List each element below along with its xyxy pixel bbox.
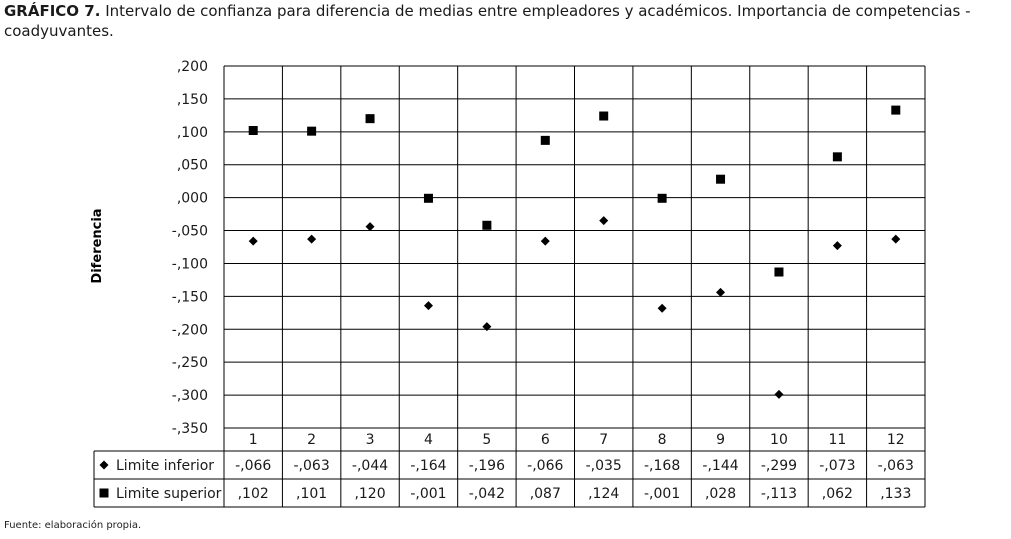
point-limite-superior [307, 126, 317, 136]
point-limite-inferior [482, 322, 492, 332]
table-cell-value: -,164 [410, 458, 446, 474]
x-tick-label: 5 [482, 432, 491, 448]
table-cell-value: -,035 [586, 458, 622, 474]
point-limite-superior [891, 105, 901, 115]
point-limite-superior [774, 267, 784, 277]
point-limite-inferior [423, 301, 433, 311]
point-limite-superior [832, 152, 842, 162]
point-limite-superior [540, 135, 550, 145]
table-cell-value: -,144 [702, 458, 738, 474]
table-cell-value: ,133 [880, 486, 911, 502]
table-cell-value: ,087 [530, 486, 561, 502]
y-tick-label: ,050 [177, 158, 208, 174]
y-tick-label: ,000 [177, 191, 208, 207]
legend-label: Limite inferior [116, 458, 214, 474]
x-tick-label: 3 [366, 432, 375, 448]
legend-marker-square [99, 488, 109, 498]
point-limite-inferior [891, 234, 901, 244]
point-limite-superior [482, 220, 492, 230]
point-limite-inferior [774, 389, 784, 399]
point-limite-inferior [307, 234, 317, 244]
point-limite-inferior [716, 287, 726, 297]
x-tick-label: 2 [307, 432, 316, 448]
table-cell-value: -,168 [644, 458, 680, 474]
table-cell-value: -,113 [761, 486, 797, 502]
point-limite-inferior [832, 241, 842, 251]
table-cell-value: ,028 [705, 486, 736, 502]
source-note: Fuente: elaboración propia. [4, 520, 142, 531]
y-tick-label: ,100 [177, 125, 208, 141]
x-tick-label: 6 [541, 432, 550, 448]
x-tick-label: 9 [716, 432, 725, 448]
x-tick-label: 10 [770, 432, 788, 448]
point-limite-superior [599, 111, 609, 121]
y-tick-label: ,150 [177, 92, 208, 108]
x-tick-label: 7 [599, 432, 608, 448]
table-cell-value: -,001 [644, 486, 680, 502]
data-marks [248, 105, 901, 399]
y-tick-label: -,150 [172, 289, 208, 305]
chart-title-text: Intervalo de confianza para diferencia d… [4, 2, 971, 40]
x-tick-label: 8 [658, 432, 667, 448]
table-cell-value: -,044 [352, 458, 388, 474]
chart-title: GRÁFICO 7. Intervalo de confianza para d… [4, 1, 1008, 41]
legend-marker-diamond [99, 460, 109, 470]
y-tick-labels: ,200 ,150 ,100 ,050 ,000 -,050 -,100 -,150 -,200… [172, 59, 208, 437]
table-cell-value: -,066 [527, 458, 563, 474]
chart: ,200 ,150 ,100 ,050 ,000 -,050 -,100 -,150 -,200… [90, 59, 926, 508]
y-tick-label: -,200 [172, 322, 208, 338]
point-limite-inferior [365, 222, 375, 232]
y-tick-label: -,100 [172, 256, 208, 272]
table-cell-value: ,101 [296, 486, 327, 502]
chart-title-prefix: GRÁFICO 7. [4, 2, 101, 20]
point-limite-superior [248, 126, 258, 136]
table-cell-value: -,066 [235, 458, 271, 474]
table-cell-value: ,124 [588, 486, 619, 502]
x-tick-label: 12 [887, 432, 905, 448]
table-cell-value: -,299 [761, 458, 797, 474]
point-limite-inferior [657, 303, 667, 313]
table-cell-value: -,063 [294, 458, 330, 474]
point-limite-inferior [248, 236, 258, 246]
table-cell-value: ,120 [354, 486, 385, 502]
table-cell-value: ,062 [822, 486, 853, 502]
point-limite-superior [365, 114, 375, 124]
y-tick-label: ,200 [177, 59, 208, 75]
x-tick-label: 11 [828, 432, 846, 448]
y-tick-label: -,250 [172, 355, 208, 371]
table-cell-value: -,073 [819, 458, 855, 474]
legend-label: Limite superior [116, 486, 222, 502]
table-cell-value: ,102 [238, 486, 269, 502]
table-cell-value: -,196 [469, 458, 505, 474]
grid-layer [223, 65, 926, 507]
point-limite-superior [423, 193, 433, 203]
point-limite-inferior [540, 236, 550, 246]
x-tick-label: 1 [249, 432, 258, 448]
point-limite-inferior [599, 216, 609, 226]
point-limite-superior [716, 174, 726, 184]
x-tick-label: 4 [424, 432, 433, 448]
y-axis-label: Diferencia [90, 208, 105, 283]
table-cell-value: -,001 [410, 486, 446, 502]
table-cell-value: -,063 [878, 458, 914, 474]
y-tick-label: -,300 [172, 388, 208, 404]
point-limite-superior [657, 193, 667, 203]
y-tick-label: -,350 [172, 421, 208, 437]
table-cell-value: -,042 [469, 486, 505, 502]
y-tick-label: -,050 [172, 224, 208, 240]
